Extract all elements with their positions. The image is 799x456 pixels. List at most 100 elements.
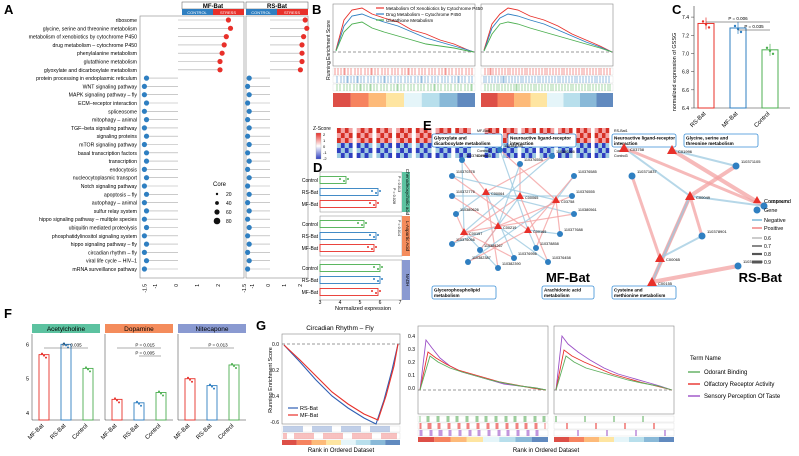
- edge: [497, 163, 521, 227]
- edge: [671, 149, 737, 167]
- heat-cell: [431, 148, 436, 153]
- gene-label: 110376956: [518, 252, 537, 256]
- heat-cell: [392, 138, 397, 143]
- point: [367, 246, 369, 248]
- heat-cell: [587, 128, 591, 133]
- rs-pathway-cont: interaction: [614, 141, 638, 146]
- heat-cell: [602, 153, 606, 158]
- panel-a-pathway-labels: ribosome glycine, serine and threonine me…: [29, 18, 138, 273]
- category-label: MF-Bat: [173, 423, 191, 441]
- heat-cell: [356, 138, 361, 143]
- edge: [519, 195, 549, 263]
- point: [701, 20, 705, 23]
- heat-cell: [554, 148, 558, 153]
- heat-cell: [352, 143, 357, 148]
- heat-cell: [569, 153, 573, 158]
- pathway-label: TGF–beta signaling pathway: [71, 126, 137, 132]
- heat-cell: [340, 128, 345, 133]
- point: [209, 383, 211, 386]
- heat-cell: [517, 128, 522, 133]
- heat-cell: [547, 153, 551, 158]
- heat-cell: [348, 143, 353, 148]
- heat-cell: [536, 128, 540, 133]
- heat-cell: [380, 153, 385, 158]
- panel-b-zscore-bar: [315, 132, 322, 160]
- mf-pathway-box: [507, 133, 577, 148]
- heat-cell: [411, 128, 416, 133]
- heat-cell: [400, 138, 404, 143]
- heat-cell: [580, 128, 584, 133]
- heat-cell: [380, 148, 385, 153]
- gene-label: 110370378: [456, 170, 475, 174]
- heat-cell: [591, 138, 595, 143]
- heat-cell: [587, 143, 591, 148]
- heat-cell: [532, 128, 536, 133]
- heat-cell: [561, 148, 566, 153]
- heat-cell: [598, 153, 602, 158]
- point: [211, 385, 213, 388]
- edge: [688, 164, 738, 198]
- rs-tick: 1: [282, 284, 288, 287]
- heat-cell: [368, 128, 373, 133]
- mf-dot: [219, 50, 225, 56]
- heat-cell: [583, 133, 588, 138]
- heat-cell: [419, 133, 424, 138]
- heat-cell: [333, 133, 337, 138]
- mf-pathway: Glyoxylate and: [434, 136, 467, 141]
- heat-cell: [605, 128, 610, 133]
- panel-b-legend-1: Metabolism Of Xenobiotics by Cytochrome …: [386, 6, 483, 11]
- rs-dot: [246, 175, 252, 181]
- panel-a-mf-frame: [139, 15, 245, 279]
- row-label-left: Control2: [477, 149, 491, 153]
- heat-cell: [368, 153, 373, 158]
- rs-dot: [245, 183, 251, 189]
- rank-gradient: [404, 93, 422, 107]
- mf-dot: [223, 34, 229, 40]
- legend-label: 40: [226, 201, 232, 207]
- heat-cell: [503, 138, 507, 143]
- barcode-row: [417, 422, 549, 430]
- zscore-tick: -1: [323, 150, 327, 155]
- rs-dot: [245, 216, 251, 222]
- mf-dot: [141, 92, 147, 98]
- compound-node: [482, 188, 490, 195]
- mf-pathway-box: [541, 285, 595, 300]
- gene-label: 110376079: [466, 154, 485, 158]
- heat-cell: [384, 128, 389, 133]
- gene-node: [698, 232, 706, 240]
- point: [381, 278, 383, 280]
- rs-dot: [245, 200, 251, 206]
- heat-cell: [565, 153, 569, 158]
- heat-cell: [336, 153, 341, 158]
- heat-cell: [396, 143, 401, 148]
- size-label: 0.8: [764, 252, 771, 258]
- panel-b-right-plot: [480, 3, 614, 67]
- heat-cell: [352, 138, 357, 143]
- heat-cell: [488, 153, 492, 158]
- heat-cell: [439, 153, 444, 158]
- row-label-left: Control3: [477, 154, 491, 158]
- heat-cell: [411, 148, 416, 153]
- point: [235, 366, 237, 369]
- compound-node: [516, 192, 524, 199]
- gene-node: [557, 231, 563, 237]
- heat-cell: [336, 128, 341, 133]
- heat-cell: [376, 133, 381, 138]
- bar: [319, 244, 375, 252]
- heat-cell: [447, 148, 452, 153]
- gene-node: [533, 245, 539, 251]
- mf-dot: [143, 258, 150, 264]
- panel-b-barcodes: [332, 67, 614, 107]
- point: [369, 202, 371, 204]
- heat-cell: [583, 148, 588, 153]
- heat-cell: [431, 128, 436, 133]
- bar: [319, 188, 379, 196]
- point: [114, 397, 116, 400]
- heat-cell: [427, 133, 432, 138]
- rs-dot: [246, 224, 252, 231]
- point: [373, 204, 375, 206]
- compound-label: C03758: [630, 147, 645, 152]
- heat-cell: [411, 153, 416, 158]
- mf-pathway: Arachidonic acid: [544, 288, 581, 293]
- rs-dot: [299, 42, 305, 48]
